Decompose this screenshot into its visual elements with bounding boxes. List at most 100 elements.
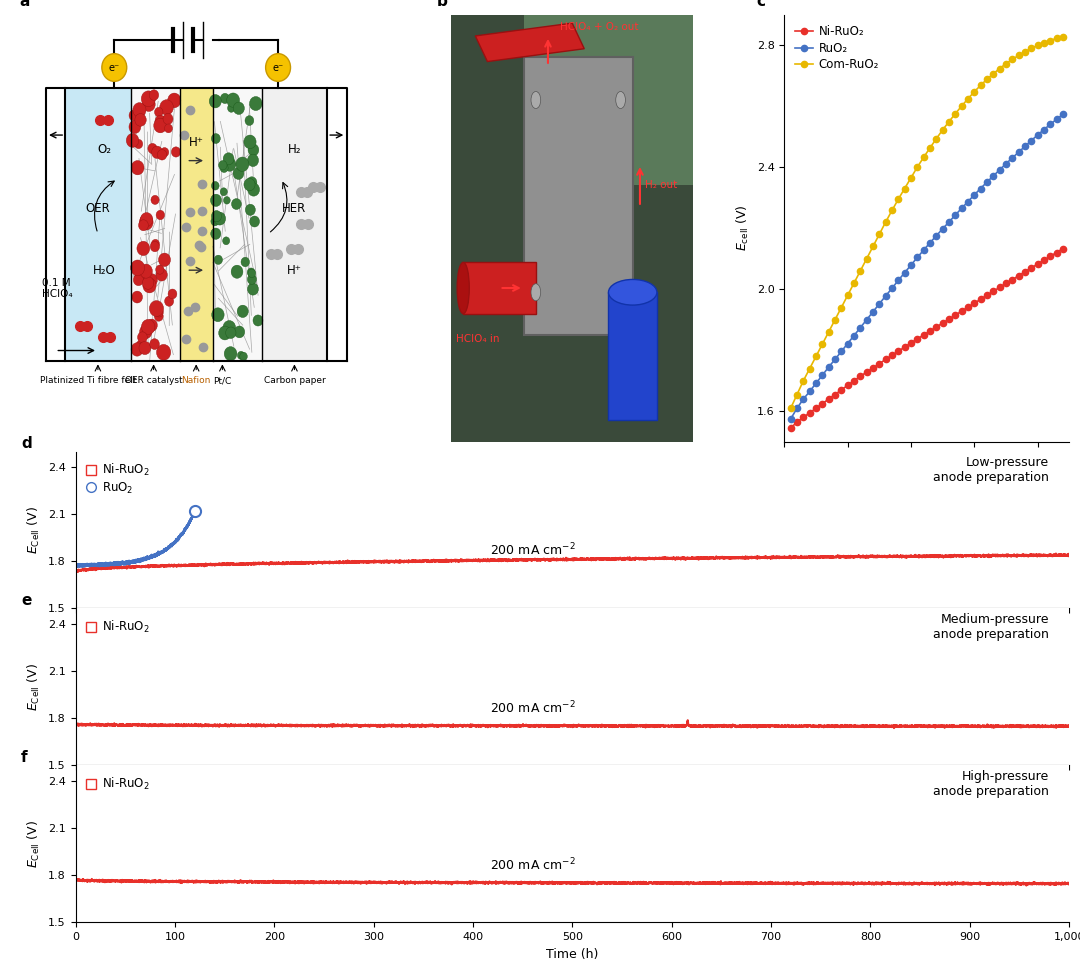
- RuO₂: [981, 177, 994, 188]
- Circle shape: [238, 352, 245, 359]
- Circle shape: [249, 96, 262, 111]
- Text: H₂: H₂: [287, 143, 301, 156]
- Text: e⁻: e⁻: [109, 62, 120, 73]
- Circle shape: [247, 268, 255, 277]
- Line: Com-RuO₂: Com-RuO₂: [787, 33, 1066, 412]
- Ellipse shape: [457, 262, 470, 314]
- Circle shape: [151, 240, 160, 249]
- Circle shape: [135, 270, 146, 283]
- Com-RuO₂: [949, 108, 962, 119]
- Circle shape: [218, 326, 231, 340]
- Text: e: e: [21, 593, 31, 609]
- Com-RuO₂: [784, 402, 797, 414]
- Circle shape: [160, 148, 168, 157]
- Circle shape: [227, 93, 240, 108]
- Text: 200 mA cm$^{-2}$: 200 mA cm$^{-2}$: [490, 857, 576, 874]
- RuO₂: [828, 353, 841, 365]
- Ni-RuO₂: [886, 350, 899, 361]
- RuO₂: [848, 330, 861, 342]
- Circle shape: [214, 255, 222, 264]
- Circle shape: [211, 228, 220, 239]
- Circle shape: [160, 100, 174, 115]
- Com-RuO₂: [892, 193, 905, 205]
- Com-RuO₂: [943, 116, 956, 127]
- Bar: [65, 87, 131, 361]
- Circle shape: [218, 160, 227, 170]
- Circle shape: [616, 91, 625, 109]
- Ni-RuO₂: [943, 314, 956, 325]
- Circle shape: [233, 102, 244, 115]
- RuO₂: [968, 189, 981, 201]
- Circle shape: [154, 312, 163, 321]
- RuO₂: [784, 413, 797, 424]
- Ni-RuO₂: [828, 388, 841, 400]
- Ni-RuO₂: [1012, 270, 1025, 282]
- Com-RuO₂: [822, 326, 835, 338]
- Ni-RuO₂: [923, 325, 936, 337]
- Circle shape: [126, 133, 139, 148]
- Ni-RuO₂: [892, 346, 905, 357]
- Ni-RuO₂: [804, 407, 816, 419]
- Text: e⁻: e⁻: [272, 62, 284, 73]
- Circle shape: [135, 114, 146, 126]
- Text: HClO₄ in: HClO₄ in: [456, 334, 499, 345]
- Text: OER: OER: [85, 202, 110, 215]
- Com-RuO₂: [815, 338, 828, 350]
- Ni-RuO₂: [981, 289, 994, 301]
- Line: Ni-RuO₂: Ni-RuO₂: [787, 246, 1066, 431]
- Bar: [65, 87, 327, 361]
- Circle shape: [220, 93, 230, 104]
- RuO₂: [810, 378, 823, 389]
- RuO₂: [974, 183, 987, 194]
- Polygon shape: [475, 23, 584, 61]
- Com-RuO₂: [981, 74, 994, 85]
- Circle shape: [159, 253, 171, 266]
- Circle shape: [222, 320, 235, 335]
- Bar: [213, 87, 261, 361]
- Circle shape: [248, 144, 259, 156]
- Text: f: f: [21, 751, 28, 765]
- Com-RuO₂: [961, 93, 974, 105]
- Circle shape: [249, 216, 259, 227]
- Y-axis label: $E_{\mathrm{cell}}$ (V): $E_{\mathrm{cell}}$ (V): [735, 205, 752, 251]
- Circle shape: [150, 339, 160, 350]
- Text: 0.1 M
HClO₄: 0.1 M HClO₄: [42, 278, 72, 299]
- Com-RuO₂: [999, 58, 1012, 70]
- Ni-RuO₂: [1050, 247, 1063, 258]
- Circle shape: [143, 278, 157, 293]
- Circle shape: [167, 93, 180, 108]
- Com-RuO₂: [968, 86, 981, 98]
- Circle shape: [164, 296, 174, 306]
- Bar: [261, 87, 327, 361]
- Circle shape: [222, 237, 230, 245]
- Circle shape: [238, 305, 248, 318]
- Com-RuO₂: [930, 133, 943, 145]
- Ni-RuO₂: [936, 318, 949, 329]
- Bar: [524, 57, 633, 335]
- Text: a: a: [19, 0, 29, 9]
- Ni-RuO₂: [1038, 254, 1051, 266]
- Circle shape: [163, 114, 173, 124]
- Circle shape: [129, 120, 140, 133]
- Circle shape: [214, 212, 226, 225]
- RuO₂: [904, 259, 917, 271]
- Text: H⁺: H⁺: [287, 264, 302, 277]
- Bar: [131, 87, 179, 361]
- Text: Medium-pressure
anode preparation: Medium-pressure anode preparation: [933, 614, 1050, 641]
- Com-RuO₂: [1012, 50, 1025, 61]
- Circle shape: [143, 97, 156, 112]
- Text: 200 mA cm$^{-2}$: 200 mA cm$^{-2}$: [490, 542, 576, 558]
- Circle shape: [224, 152, 234, 165]
- Circle shape: [266, 53, 291, 82]
- Bar: [524, 15, 693, 185]
- Ni-RuO₂: [968, 297, 981, 309]
- Circle shape: [212, 134, 220, 144]
- RuO₂: [854, 321, 867, 333]
- Legend: Ni-RuO$_2$: Ni-RuO$_2$: [81, 771, 154, 797]
- Com-RuO₂: [854, 265, 867, 277]
- Circle shape: [231, 199, 241, 210]
- Circle shape: [212, 182, 219, 190]
- Com-RuO₂: [860, 252, 873, 264]
- Circle shape: [138, 219, 148, 231]
- Circle shape: [253, 315, 262, 326]
